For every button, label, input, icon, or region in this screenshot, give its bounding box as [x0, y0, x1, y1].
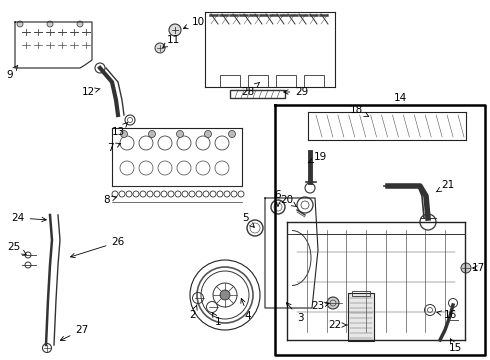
Text: 29: 29 [284, 87, 309, 97]
Text: 19: 19 [308, 152, 327, 163]
Bar [220, 75, 240, 87]
Circle shape [17, 21, 23, 27]
Circle shape [176, 131, 183, 138]
Circle shape [47, 21, 53, 27]
Text: 22: 22 [328, 320, 347, 330]
Text: 25: 25 [7, 242, 26, 255]
Text: 26: 26 [71, 237, 124, 258]
Circle shape [461, 263, 471, 273]
Circle shape [327, 297, 339, 309]
Circle shape [220, 290, 230, 300]
Bar [230, 90, 285, 98]
Circle shape [169, 24, 181, 36]
Circle shape [155, 43, 165, 53]
Circle shape [77, 21, 83, 27]
Text: 20: 20 [280, 195, 296, 207]
Bar [352, 291, 370, 296]
Text: 8: 8 [104, 195, 117, 205]
Circle shape [228, 131, 236, 138]
Text: 21: 21 [436, 180, 455, 192]
Bar [304, 75, 324, 87]
Text: 24: 24 [11, 213, 46, 223]
Text: 23: 23 [311, 301, 329, 311]
Bar [276, 75, 296, 87]
Text: 6: 6 [275, 190, 281, 206]
Text: 1: 1 [213, 313, 221, 327]
Text: 9: 9 [7, 65, 18, 80]
Text: 27: 27 [60, 325, 89, 341]
Text: 3: 3 [287, 303, 303, 323]
Text: 2: 2 [190, 305, 197, 320]
Text: 4: 4 [241, 298, 251, 321]
Bar [348, 293, 374, 341]
Text: 18: 18 [349, 105, 368, 116]
Text: 28: 28 [242, 82, 260, 97]
Circle shape [148, 131, 155, 138]
Text: 14: 14 [393, 93, 407, 103]
Text: 16: 16 [437, 310, 457, 320]
Text: 17: 17 [471, 263, 485, 273]
Text: 10: 10 [183, 17, 204, 29]
Circle shape [204, 131, 212, 138]
Text: 12: 12 [81, 87, 100, 97]
Text: 5: 5 [242, 213, 254, 228]
Text: 15: 15 [448, 339, 462, 353]
Text: 7: 7 [107, 143, 121, 153]
Circle shape [121, 131, 127, 138]
Text: 11: 11 [163, 35, 180, 48]
Text: 13: 13 [111, 122, 128, 137]
Bar [248, 75, 268, 87]
